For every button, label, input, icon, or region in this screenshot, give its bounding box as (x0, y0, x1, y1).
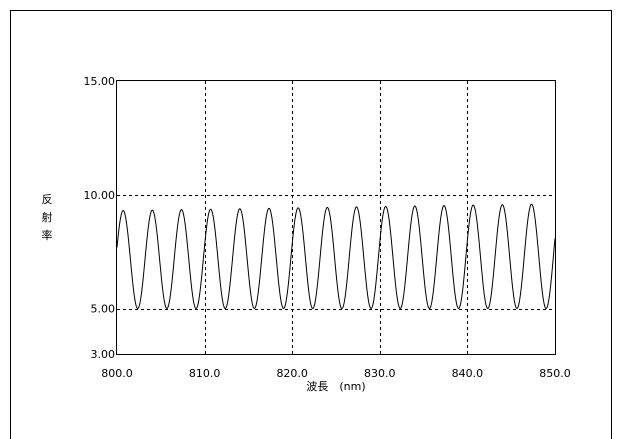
y-tick-label: 5.00 (91, 303, 116, 316)
y-axis-label-char: 率 (42, 228, 53, 242)
x-axis-label: 波長 (nm) (306, 380, 365, 393)
x-tick-label: 800.0 (101, 367, 133, 380)
x-tick-label: 840.0 (452, 367, 484, 380)
reflectance-curve (116, 203, 556, 310)
y-axis-label-char: 射 (42, 210, 53, 224)
y-axis-ticks: 3.00 5.00 10.00 15.00 (84, 75, 116, 361)
plot-area-border (116, 80, 556, 355)
x-axis-ticks: 800.0 810.0 820.0 830.0 840.0 850.0 (101, 367, 571, 380)
y-tick-label: 3.00 (91, 348, 116, 361)
y-axis-label-char: 反 (42, 193, 53, 206)
y-axis-label: 反射率 (42, 193, 53, 242)
x-tick-label: 850.0 (539, 367, 571, 380)
x-tick-label: 830.0 (364, 367, 396, 380)
x-tick-label: 820.0 (276, 367, 308, 380)
x-tick-label: 810.0 (189, 367, 221, 380)
series-layer (116, 203, 556, 310)
outer-border (10, 10, 612, 439)
y-tick-label: 15.00 (84, 75, 116, 88)
grid (117, 81, 555, 354)
y-tick-label: 10.00 (84, 189, 116, 202)
